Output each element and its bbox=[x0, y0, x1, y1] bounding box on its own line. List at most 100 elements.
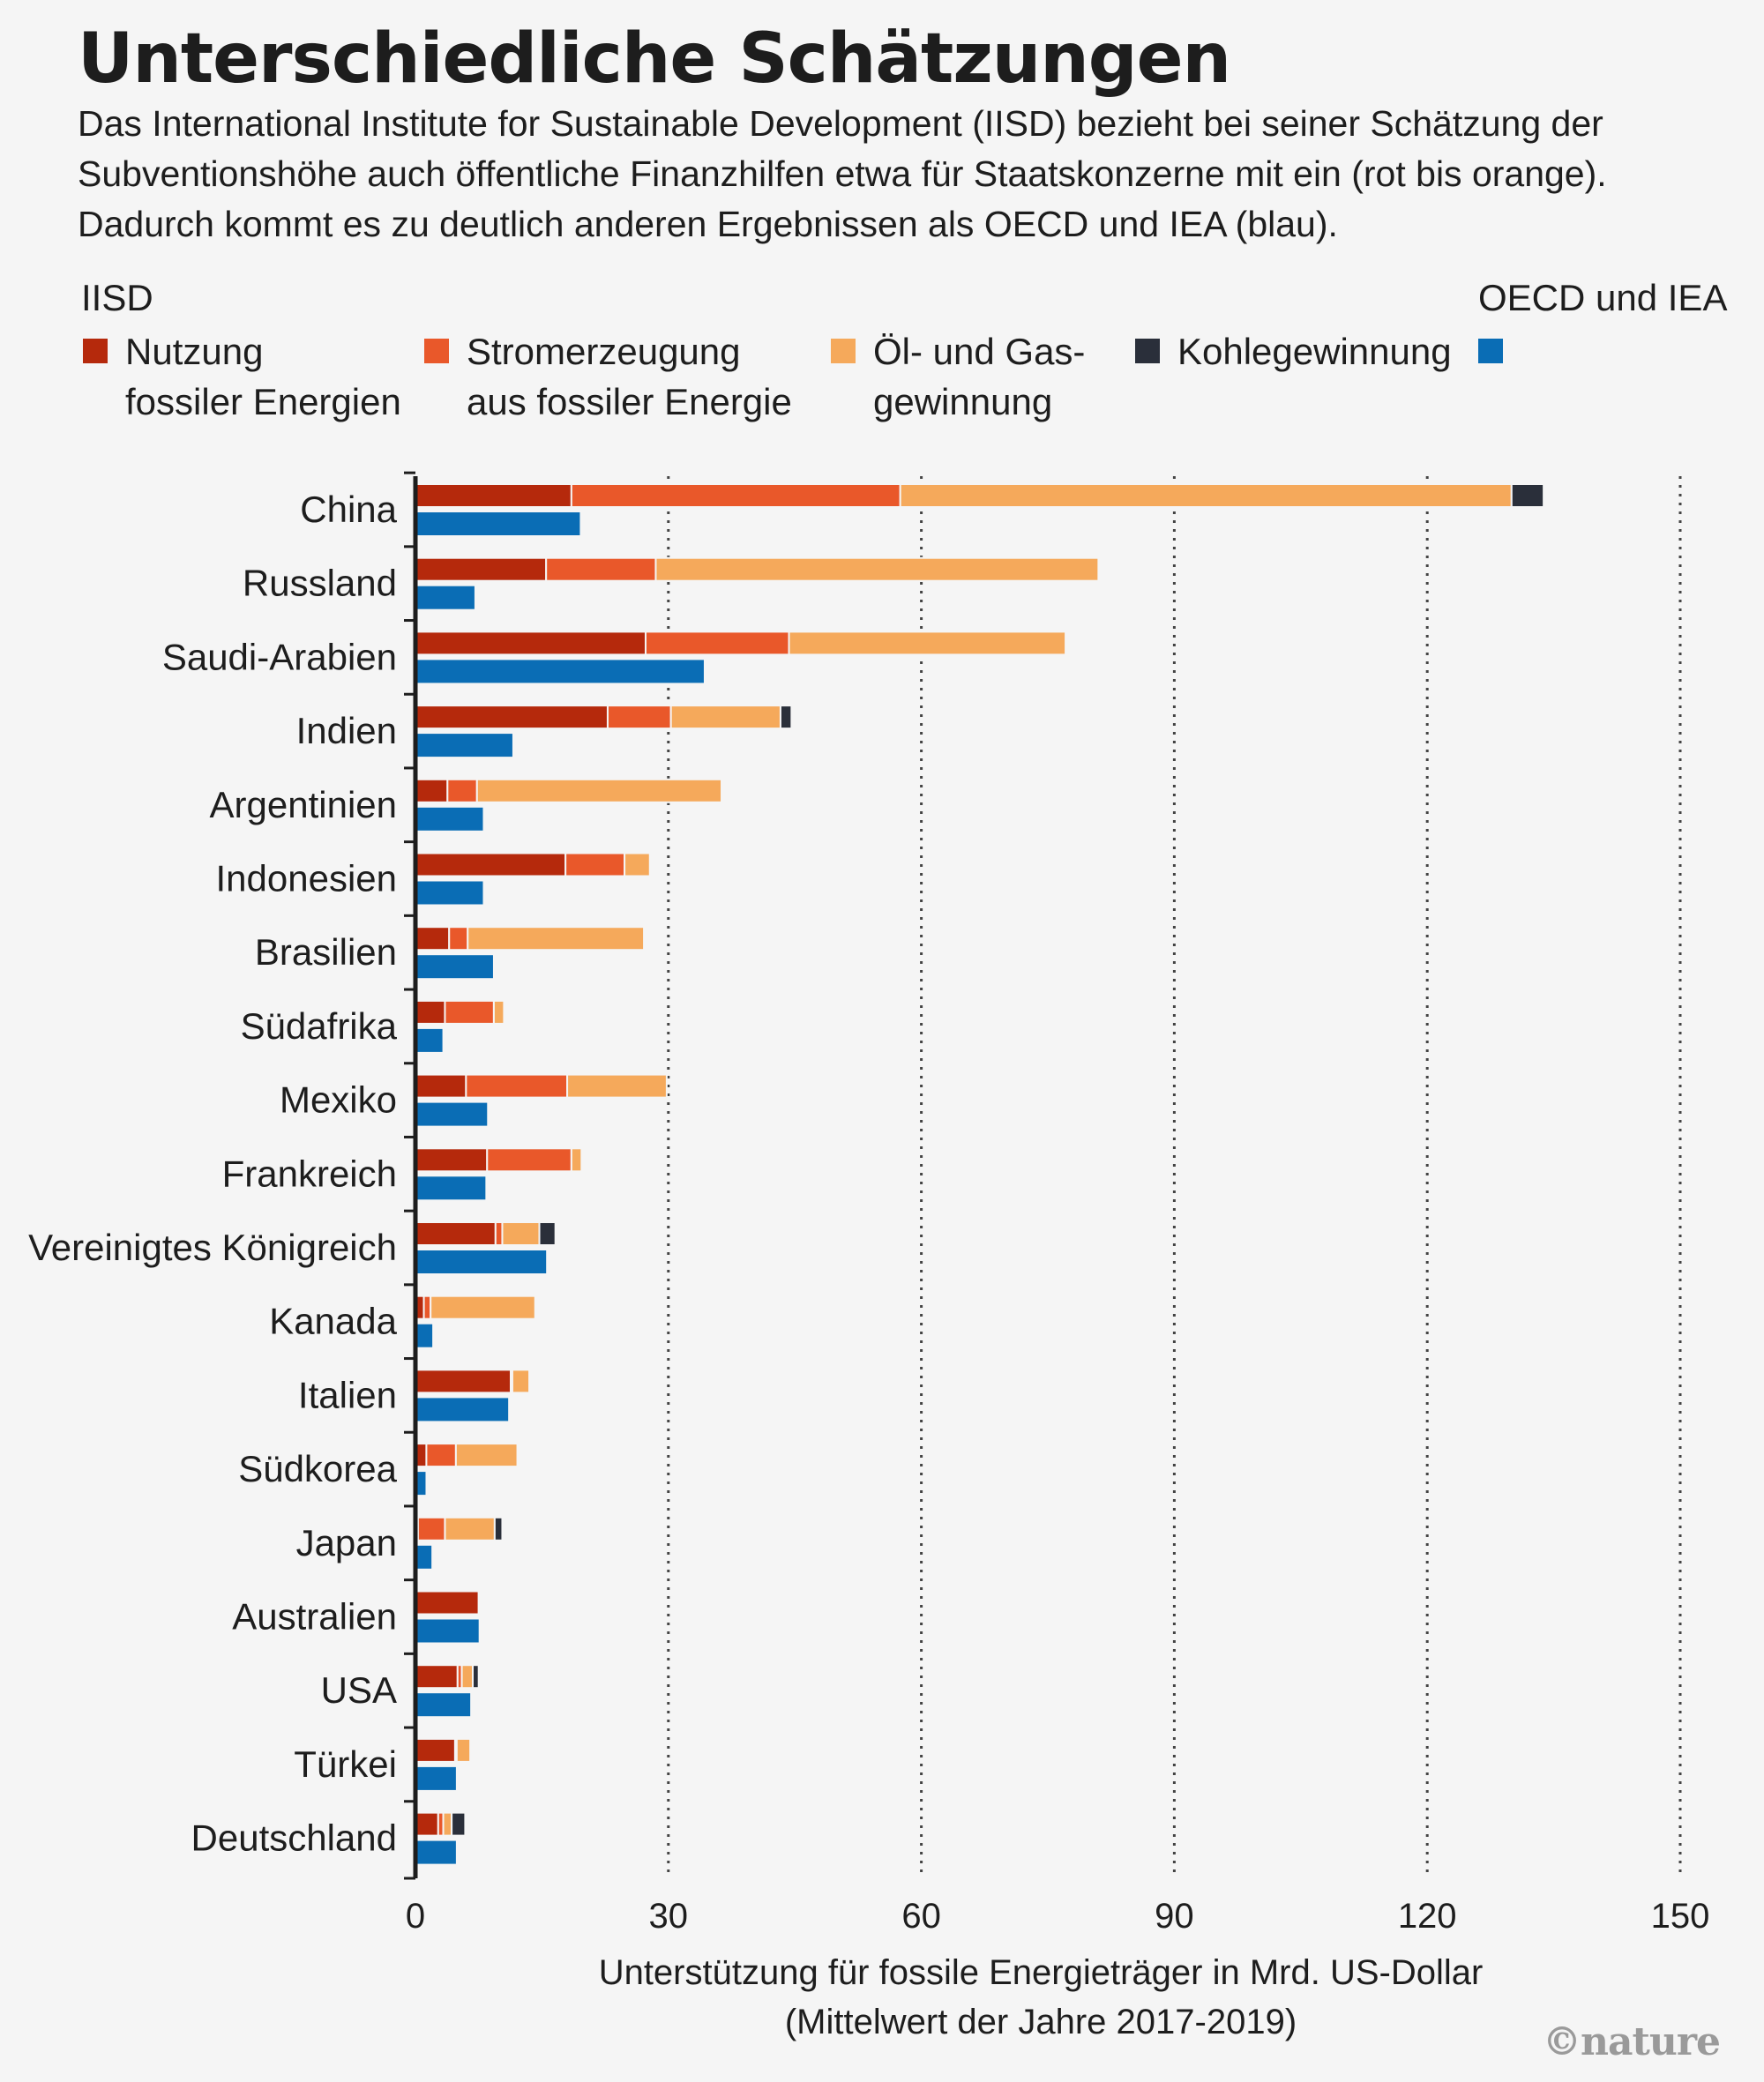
bar-segment bbox=[415, 1590, 480, 1616]
bar-segment bbox=[1510, 483, 1545, 508]
bar-segment bbox=[486, 1147, 572, 1173]
category-label: Argentinien bbox=[210, 784, 397, 825]
bar-segment bbox=[538, 1221, 557, 1246]
bar-segment bbox=[624, 852, 651, 877]
oecd-bar bbox=[415, 1176, 486, 1200]
legend-heading-iisd: IISD bbox=[81, 277, 153, 318]
legend-item-oel-gas: Öl- und Gas- gewinnung bbox=[831, 326, 1085, 427]
bar-segment bbox=[416, 1516, 446, 1541]
category-label: Brasilien bbox=[255, 931, 397, 973]
bar-segment bbox=[415, 1073, 467, 1099]
bar-segment bbox=[422, 1295, 432, 1320]
bar-segment bbox=[465, 1073, 569, 1099]
x-tick-label: 30 bbox=[649, 1897, 689, 1936]
oecd-bar bbox=[415, 807, 483, 831]
bar-segment bbox=[511, 1369, 531, 1394]
category-label: Südkorea bbox=[238, 1448, 397, 1489]
category-label: Südafrika bbox=[241, 1005, 398, 1047]
bar-segment bbox=[415, 1811, 439, 1837]
oecd-bar bbox=[415, 586, 475, 609]
bar-segment bbox=[415, 631, 647, 656]
subtitle-line: Subventionshöhe auch öffentliche Finanzh… bbox=[78, 153, 1607, 194]
category-label: Türkei bbox=[294, 1743, 397, 1785]
category-label: Deutschland bbox=[191, 1817, 397, 1859]
bar-segment bbox=[899, 483, 1513, 508]
oecd-bar bbox=[415, 1693, 471, 1717]
category-label: China bbox=[300, 489, 397, 530]
legend-swatch bbox=[1478, 339, 1503, 363]
legend-label: Öl- und Gas- bbox=[873, 331, 1086, 372]
nature-credit: ©nature bbox=[1543, 2019, 1721, 2064]
bar-segment bbox=[415, 483, 572, 508]
bar-segment bbox=[444, 1516, 496, 1541]
bar-segment bbox=[415, 926, 451, 951]
bar-segment bbox=[570, 483, 901, 508]
bar-segment bbox=[454, 1443, 519, 1468]
chart-title: Unterschiedliche Schätzungen bbox=[78, 19, 1231, 99]
legend-swatch bbox=[1135, 339, 1160, 363]
oecd-bar bbox=[415, 1619, 479, 1643]
bar-segment bbox=[654, 556, 1100, 582]
category-label: USA bbox=[321, 1669, 397, 1711]
category-label: Vereinigtes Königreich bbox=[28, 1227, 397, 1268]
legend-item-stromerzeugung: Stromerzeugung aus fossiler Energie bbox=[424, 326, 792, 427]
bar-segment bbox=[779, 705, 793, 730]
oecd-bar bbox=[415, 1398, 509, 1422]
oecd-bar bbox=[415, 1324, 433, 1347]
category-label: Russland bbox=[243, 563, 397, 604]
bar-segment bbox=[415, 705, 609, 730]
bar-segment bbox=[545, 556, 657, 582]
x-axis-note: (Mittelwert der Jahre 2017-2019) bbox=[785, 2003, 1297, 2041]
category-label: Kanada bbox=[269, 1301, 397, 1342]
category-label: Italien bbox=[298, 1374, 397, 1415]
legend-label: gewinnung bbox=[873, 381, 1053, 422]
x-tick-label: 60 bbox=[901, 1897, 941, 1936]
legend-item-kohle: Kohlegewinnung bbox=[1135, 326, 1452, 377]
bar-segment bbox=[472, 1664, 480, 1690]
legend-label: fossiler Energien bbox=[125, 381, 401, 422]
category-label: Saudi-Arabien bbox=[162, 636, 397, 677]
bar-segment bbox=[442, 1811, 453, 1837]
bar-segment bbox=[425, 1443, 457, 1468]
legend-swatch bbox=[424, 339, 449, 363]
oecd-bar bbox=[415, 1472, 426, 1496]
bar-segment bbox=[415, 1664, 459, 1690]
oecd-bar bbox=[415, 1102, 488, 1126]
subtitle-line: Das International Institute for Sustaina… bbox=[78, 103, 1603, 144]
bar-segment bbox=[430, 1295, 536, 1320]
bar-segment bbox=[494, 1221, 504, 1246]
bar-segment bbox=[415, 1369, 512, 1394]
oecd-bar bbox=[415, 881, 483, 905]
legend-item-nutzung: Nutzung fossiler Energien bbox=[83, 326, 401, 427]
bar-segment bbox=[467, 926, 646, 951]
category-label: Frankreich bbox=[222, 1153, 397, 1194]
category-label: Japan bbox=[296, 1522, 397, 1563]
oecd-bar bbox=[415, 512, 580, 535]
legend-swatch bbox=[831, 339, 856, 363]
oecd-bar bbox=[415, 1840, 456, 1864]
legend-label: Stromerzeugung bbox=[467, 331, 741, 372]
bar-segment bbox=[415, 852, 567, 877]
bar-segment bbox=[415, 1221, 497, 1246]
oecd-bar bbox=[415, 955, 493, 979]
bar-segment bbox=[415, 1147, 489, 1173]
bar-segment bbox=[501, 1221, 541, 1246]
x-tick-label: 90 bbox=[1155, 1897, 1194, 1936]
oecd-bar bbox=[415, 1250, 547, 1273]
bar-segment bbox=[788, 631, 1067, 656]
bar-segment bbox=[451, 1811, 467, 1837]
bar-segment bbox=[415, 999, 446, 1025]
bar-segment bbox=[444, 999, 495, 1025]
x-axis-label: Unterstützung für fossile Energieträger … bbox=[599, 1953, 1484, 1992]
x-tick-label: 120 bbox=[1398, 1897, 1457, 1936]
legend-label: Nutzung bbox=[125, 331, 264, 372]
bar-segment bbox=[475, 778, 723, 803]
legend-heading-oecd: OECD und IEA bbox=[1478, 277, 1728, 318]
bar-segment bbox=[566, 1073, 668, 1099]
bar-segment bbox=[570, 1147, 583, 1173]
category-label: Australien bbox=[232, 1596, 397, 1638]
category-label: Mexiko bbox=[280, 1079, 397, 1121]
legend-label: Kohlegewinnung bbox=[1177, 331, 1452, 372]
bar-segment bbox=[564, 852, 626, 877]
